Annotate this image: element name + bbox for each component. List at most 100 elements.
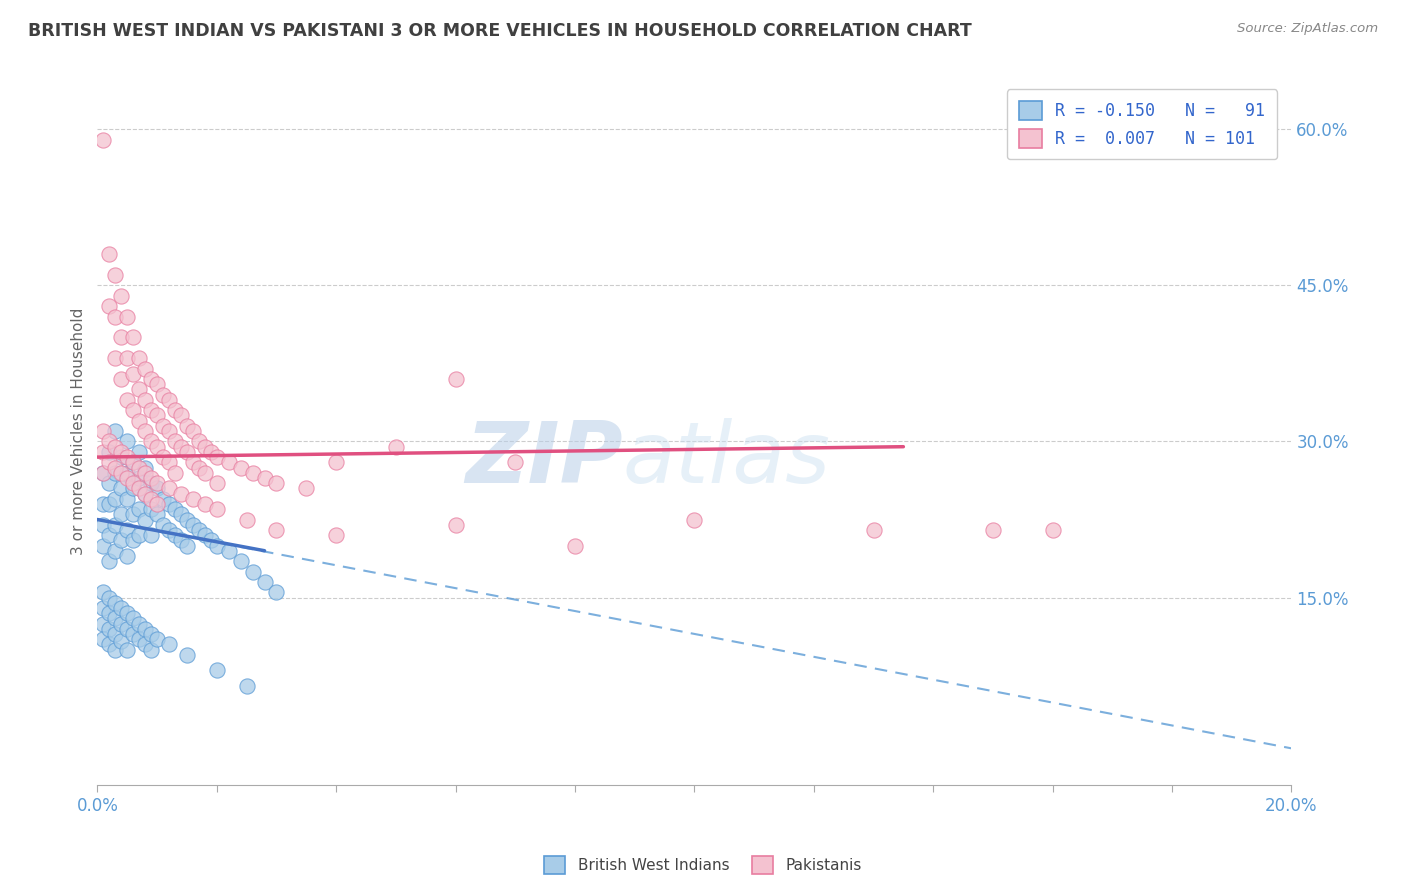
Point	[134, 361, 156, 376]
Point	[139, 434, 162, 449]
Point	[91, 497, 114, 511]
Point	[115, 351, 138, 366]
Point	[325, 528, 347, 542]
Point	[115, 434, 138, 449]
Point	[115, 606, 138, 620]
Point	[564, 539, 586, 553]
Point	[122, 481, 145, 495]
Point	[157, 455, 180, 469]
Point	[134, 392, 156, 407]
Point	[200, 445, 222, 459]
Point	[115, 549, 138, 563]
Point	[104, 268, 127, 282]
Point	[104, 627, 127, 641]
Point	[163, 403, 186, 417]
Point	[128, 616, 150, 631]
Point	[152, 491, 174, 506]
Point	[295, 481, 318, 495]
Point	[122, 455, 145, 469]
Point	[91, 632, 114, 647]
Point	[128, 414, 150, 428]
Point	[146, 508, 169, 522]
Point	[104, 310, 127, 324]
Point	[115, 310, 138, 324]
Point	[91, 466, 114, 480]
Point	[115, 642, 138, 657]
Point	[242, 466, 264, 480]
Point	[981, 523, 1004, 537]
Point	[152, 418, 174, 433]
Point	[115, 392, 138, 407]
Point	[104, 596, 127, 610]
Point	[157, 481, 180, 495]
Point	[134, 460, 156, 475]
Point	[229, 554, 252, 568]
Point	[91, 445, 114, 459]
Point	[146, 481, 169, 495]
Point	[146, 632, 169, 647]
Point	[134, 466, 156, 480]
Point	[122, 455, 145, 469]
Point	[98, 554, 121, 568]
Point	[98, 637, 121, 651]
Point	[176, 539, 198, 553]
Point	[181, 455, 204, 469]
Point	[205, 450, 228, 464]
Point	[128, 481, 150, 495]
Text: Source: ZipAtlas.com: Source: ZipAtlas.com	[1237, 22, 1378, 36]
Point	[110, 508, 132, 522]
Point	[91, 601, 114, 615]
Point	[110, 330, 132, 344]
Point	[152, 517, 174, 532]
Point	[163, 434, 186, 449]
Point	[91, 133, 114, 147]
Point	[205, 476, 228, 491]
Point	[176, 445, 198, 459]
Point	[110, 634, 132, 648]
Point	[187, 460, 209, 475]
Point	[128, 528, 150, 542]
Point	[187, 434, 209, 449]
Point	[163, 466, 186, 480]
Point	[134, 622, 156, 636]
Point	[110, 445, 132, 459]
Point	[253, 471, 276, 485]
Point	[205, 539, 228, 553]
Text: atlas: atlas	[623, 417, 831, 501]
Point	[266, 585, 288, 599]
Point	[110, 372, 132, 386]
Point	[98, 476, 121, 491]
Point	[128, 383, 150, 397]
Point	[122, 403, 145, 417]
Point	[128, 471, 150, 485]
Point	[110, 289, 132, 303]
Point	[104, 611, 127, 625]
Text: BRITISH WEST INDIAN VS PAKISTANI 3 OR MORE VEHICLES IN HOUSEHOLD CORRELATION CHA: BRITISH WEST INDIAN VS PAKISTANI 3 OR MO…	[28, 22, 972, 40]
Y-axis label: 3 or more Vehicles in Household: 3 or more Vehicles in Household	[72, 308, 86, 555]
Point	[194, 466, 217, 480]
Point	[98, 445, 121, 459]
Point	[163, 528, 186, 542]
Point	[115, 622, 138, 636]
Point	[122, 611, 145, 625]
Point	[98, 622, 121, 636]
Point	[157, 523, 180, 537]
Point	[104, 424, 127, 438]
Point	[176, 512, 198, 526]
Point	[122, 533, 145, 548]
Point	[110, 481, 132, 495]
Point	[110, 450, 132, 464]
Point	[110, 616, 132, 631]
Point	[91, 466, 114, 480]
Point	[187, 523, 209, 537]
Point	[170, 533, 193, 548]
Point	[146, 409, 169, 423]
Point	[98, 299, 121, 313]
Point	[98, 606, 121, 620]
Point	[122, 508, 145, 522]
Point	[503, 455, 526, 469]
Point	[157, 497, 180, 511]
Point	[181, 491, 204, 506]
Point	[134, 637, 156, 651]
Point	[163, 502, 186, 516]
